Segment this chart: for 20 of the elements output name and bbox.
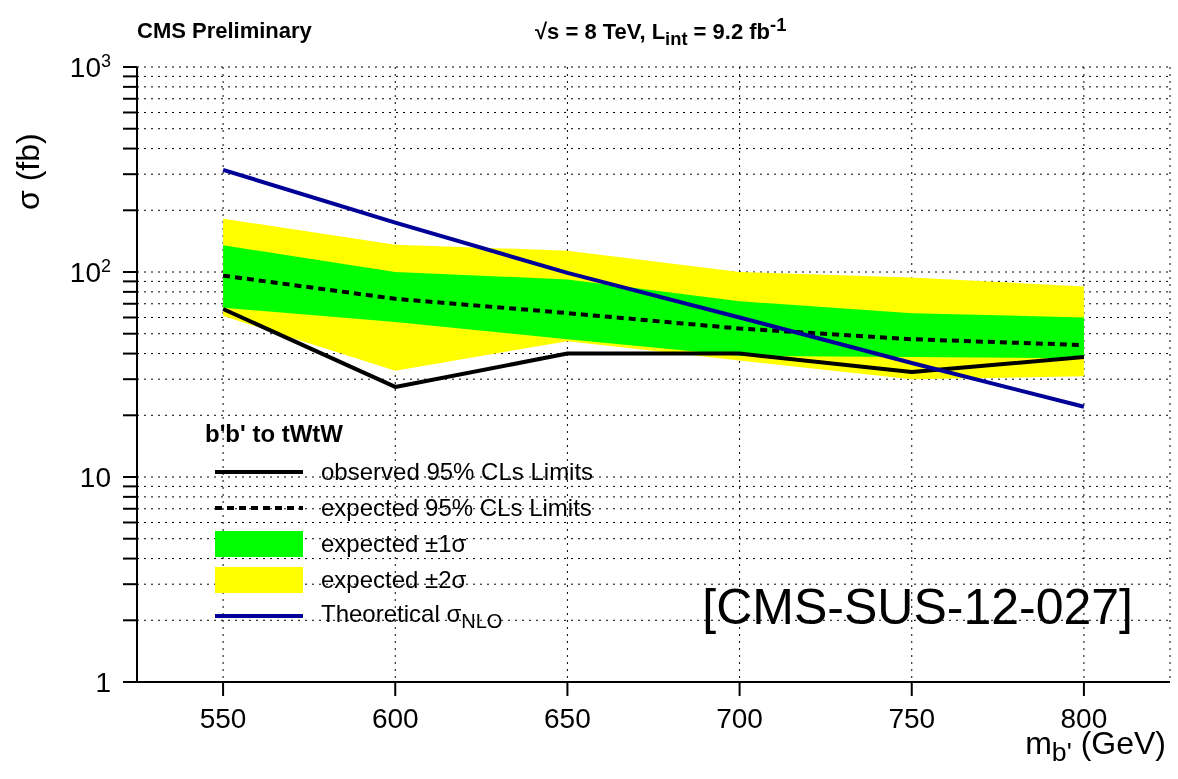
legend-label: expected 95% CLs Limits bbox=[321, 494, 592, 522]
y-tick-label: 10 bbox=[79, 462, 111, 493]
x-tick-label: 600 bbox=[371, 703, 419, 734]
annotation: [CMS-SUS-12-027] bbox=[702, 578, 1133, 636]
y-tick-label: 10$^{2}$ bbox=[69, 256, 111, 288]
x-tick-label: 550 bbox=[199, 703, 247, 734]
y-tick-label: 1 bbox=[95, 667, 111, 698]
x-tick-label: 700 bbox=[716, 703, 763, 734]
x-tick-label: 650 bbox=[544, 703, 591, 734]
legend-title: b'b' to tWtW bbox=[205, 420, 344, 448]
legend-label: Theoretical σ$_{NLO}$ bbox=[321, 599, 503, 633]
legend-label: observed 95% CLs Limits bbox=[321, 458, 594, 486]
legend-label: expected ±2σ bbox=[321, 566, 467, 594]
line-series bbox=[221, 167, 1086, 409]
y-axis-title: σ (fb) bbox=[10, 133, 47, 210]
text: CMS Preliminary bbox=[137, 18, 312, 44]
legend-label: expected ±1σ bbox=[321, 530, 467, 558]
text: √s = 8 TeV, L$_{int}$ = 9.2 fb$^{-1}$ bbox=[535, 14, 787, 50]
y-tick-label: 10$^{3}$ bbox=[69, 51, 111, 83]
x-tick-label: 750 bbox=[888, 703, 936, 734]
